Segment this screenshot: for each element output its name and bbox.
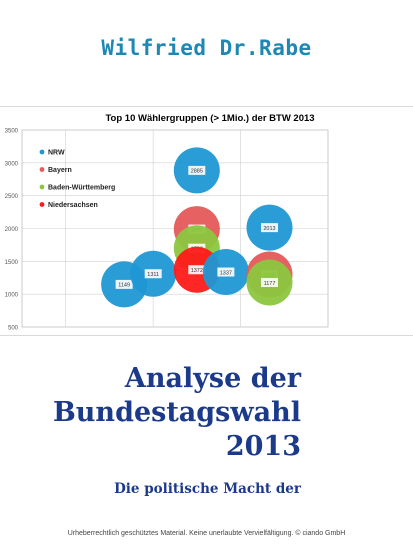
y-tick-label: 3000 [5,161,19,167]
bubble-label-box [144,269,162,279]
author-name: Wilfried Dr.Rabe [101,36,312,60]
legend-marker [39,167,45,172]
bubble-label-box [260,278,278,288]
bubble-chart-svg: Top 10 Wählergruppen (> 1Mio.) der BTW 2… [5,113,329,332]
legend-label: NRW [48,150,65,157]
legend-marker [39,202,45,207]
bubble-label-box [217,267,235,277]
book-title-line-2: Bundestagswahl [52,397,301,428]
legend-label: Baden-Württemberg [48,185,115,192]
bubble-chart: Top 10 Wählergruppen (> 1Mio.) der BTW 2… [0,106,413,336]
book-title-line-3: 2013 [225,431,301,462]
bubble-label-box [188,165,206,175]
y-tick-label: 1000 [5,293,19,299]
y-tick-label: 1500 [5,260,19,266]
bubble-data-label: 1177 [264,281,276,287]
legend-marker [39,149,45,155]
copyright-footer: Urheberrechtlich geschütztes Material. K… [67,530,346,537]
chart-bubbles: 1149131128851991170013721337201313001177 [101,147,293,308]
y-tick-label: 2000 [5,227,19,233]
y-tick-label: 3500 [5,129,19,135]
bubble-data-label: 1149 [118,283,130,289]
y-tick-label: 500 [8,326,19,332]
book-title-line-1: Analyse der [124,363,301,394]
legend-label: Bayern [48,167,72,174]
bubble-data-label: 1337 [220,270,232,276]
bubble-data-label: 2013 [263,226,275,232]
bubble-data-label: 1311 [147,272,159,278]
legend-marker [39,184,45,190]
bubble-data-label: 1372 [191,268,203,274]
bubble-label-box [260,223,278,233]
bubble-data-label: 2885 [191,169,203,175]
bubble-label-box [188,265,206,275]
chart-title: Top 10 Wählergruppen (> 1Mio.) der BTW 2… [105,113,314,124]
y-axis: 500 1000 1500 2000 2500 3000 3500 [5,129,19,332]
y-tick-label: 2500 [5,194,19,200]
legend-label: Niedersachsen [48,202,98,209]
book-subtitle: Die politische Macht der [114,481,301,497]
book-title: Analyse der Bundestagswahl 2013 [1,362,301,464]
bubble-label-box [115,279,133,289]
chart-legend: NRW Bayern Baden-Württemberg Niedersachsen [39,149,115,209]
